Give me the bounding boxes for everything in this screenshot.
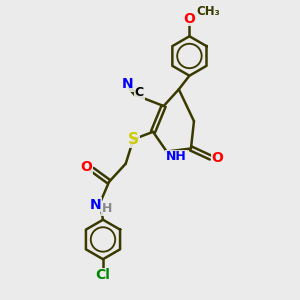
Text: Cl: Cl <box>96 268 110 282</box>
Text: C: C <box>135 86 144 100</box>
Text: CH₃: CH₃ <box>196 5 220 18</box>
Text: S: S <box>128 132 139 147</box>
Text: O: O <box>80 160 92 174</box>
Text: O: O <box>212 151 223 165</box>
Text: N: N <box>90 198 101 212</box>
Text: O: O <box>184 12 195 26</box>
Text: NH: NH <box>166 151 187 164</box>
Text: N: N <box>122 77 133 91</box>
Text: H: H <box>101 202 112 215</box>
